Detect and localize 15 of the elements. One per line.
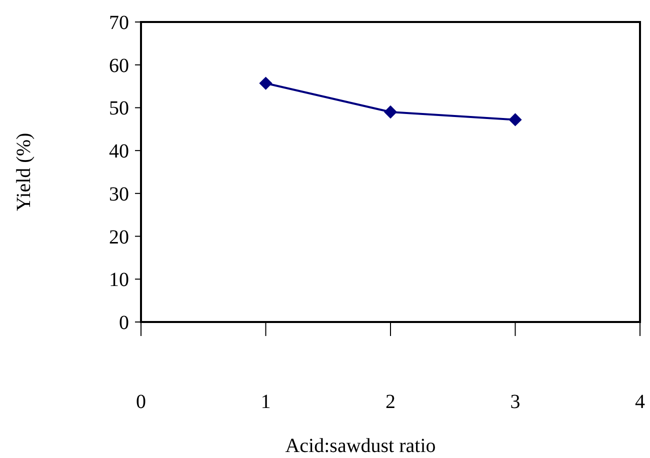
x-tick-label: 1 (260, 391, 271, 413)
x-tick-label: 4 (635, 391, 645, 413)
y-tick-label: 20 (109, 226, 129, 248)
y-axis-title: Yield (%) (13, 132, 35, 212)
x-axis-title: Acid:sawdust ratio (285, 435, 436, 457)
y-tick-label: 0 (119, 312, 129, 334)
y-tick-label: 30 (109, 183, 129, 206)
y-tick-label: 40 (109, 140, 129, 163)
x-tick-label: 3 (510, 391, 520, 413)
y-tick-label: 10 (109, 269, 129, 292)
y-tick-label: 50 (109, 98, 129, 120)
y-tick-label: 70 (109, 12, 129, 34)
x-tick-label: 2 (386, 391, 396, 413)
y-tick-label: 60 (109, 54, 129, 77)
x-tick-label: 0 (136, 391, 146, 413)
